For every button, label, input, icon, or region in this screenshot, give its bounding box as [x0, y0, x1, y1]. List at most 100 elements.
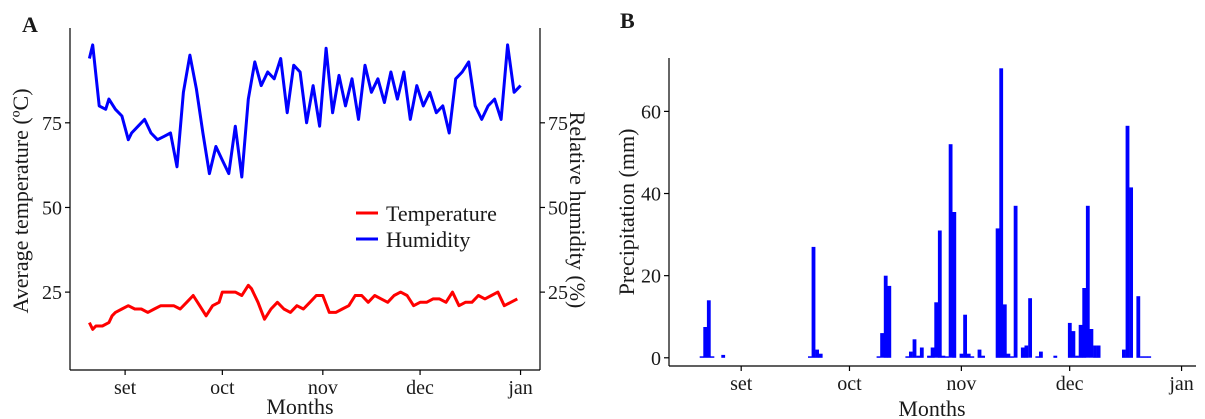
precip-bar	[1078, 324, 1083, 358]
legend-humidity-label: Humidity	[386, 227, 470, 252]
precip-bar	[981, 355, 986, 358]
panel-b-y-label: Precipitation (mm)	[614, 129, 639, 296]
precip-bar	[1071, 331, 1076, 358]
series-line-temperature	[88, 283, 518, 331]
panel-a-x-ticks: set oct nov dec jan	[114, 370, 533, 399]
precip-bar	[995, 228, 1000, 358]
precip-bar	[1093, 345, 1097, 358]
panel-a-y-ticks: 25 50 75	[42, 113, 70, 304]
panel-b-bars	[699, 68, 1152, 358]
precip-bar	[1002, 304, 1007, 358]
x-tick-label: oct	[210, 377, 235, 399]
precip-bar	[876, 356, 881, 358]
y2-tick-label: 50	[548, 197, 568, 219]
precip-bar	[945, 356, 949, 358]
panel-b-x-ticks: set oct nov dec jan	[730, 366, 1194, 395]
precip-bar	[1089, 329, 1094, 358]
precip-bar	[1129, 187, 1134, 358]
precip-bar	[1024, 345, 1029, 358]
precip-bar	[1075, 355, 1079, 358]
panel-b-label: B	[620, 8, 635, 33]
panel-a: A 25 50 75 25 50 75 set oct nov dec jan Months A…	[8, 12, 590, 419]
precip-bar	[1053, 355, 1058, 358]
precip-bar	[952, 212, 957, 358]
precip-bar	[1096, 345, 1101, 358]
precip-bar	[1085, 205, 1090, 358]
legend-temperature-label: Temperature	[386, 201, 497, 226]
precip-bar	[887, 285, 892, 358]
precip-bar	[977, 349, 982, 358]
x-tick-label: nov	[308, 377, 338, 399]
x-tick-label: set	[730, 373, 753, 395]
precip-bar	[721, 354, 726, 358]
precip-bar	[966, 353, 971, 358]
precip-bar	[1039, 351, 1043, 358]
panel-a-y-label: Average temperature (ºC)	[8, 88, 33, 313]
precip-bar	[916, 355, 921, 358]
precip-bar	[815, 349, 820, 358]
precip-bar	[811, 246, 816, 358]
precip-bar	[880, 333, 885, 358]
precip-bar	[934, 302, 939, 358]
y-tick-label: 25	[42, 282, 62, 304]
precip-bar	[706, 300, 711, 358]
precip-bar	[959, 353, 964, 358]
y-tick-label: 0	[651, 348, 661, 370]
precip-bar	[699, 356, 704, 358]
precip-bar	[963, 314, 968, 358]
precip-bar	[1125, 125, 1130, 358]
precip-bar	[1013, 205, 1018, 358]
panel-a-series	[87, 43, 522, 331]
y-tick-label: 75	[42, 113, 62, 135]
panel-b-x-label: Months	[898, 396, 965, 419]
y2-tick-label: 75	[548, 113, 568, 135]
precip-bar	[883, 275, 888, 358]
precip-bar	[905, 356, 910, 358]
precip-bar	[1082, 288, 1087, 358]
precip-bar	[909, 351, 913, 358]
y-tick-label: 50	[42, 197, 62, 219]
x-tick-label: dec	[406, 377, 434, 399]
panel-a-legend: Temperature Humidity	[356, 201, 497, 252]
x-tick-label: jan	[1168, 373, 1193, 395]
series-line-humidity	[87, 43, 522, 179]
precip-bar	[1136, 296, 1141, 358]
x-tick-label: nov	[946, 373, 976, 395]
y-tick-label: 60	[641, 101, 661, 123]
precip-bar	[970, 356, 975, 358]
precip-bar	[1140, 356, 1144, 358]
panel-a-label: A	[22, 12, 38, 37]
precip-bar	[818, 353, 823, 358]
precip-bar	[808, 356, 812, 358]
precip-bar	[710, 356, 715, 358]
panel-b-y-ticks: 0 20 40 60	[641, 101, 669, 370]
precip-bar	[927, 355, 931, 358]
panel-a-y2-ticks: 25 50 75	[540, 113, 568, 304]
precip-bar	[703, 327, 708, 358]
precip-bar	[1143, 356, 1148, 358]
panel-b: B 0 20 40 60 set oct nov dec jan Months Precipi…	[614, 8, 1196, 419]
precip-bar	[1028, 298, 1033, 358]
precip-bar	[1020, 347, 1025, 358]
precip-bar	[1147, 356, 1152, 358]
x-tick-label: jan	[507, 377, 532, 399]
panel-a-y2-label: Relative humidity (%)	[565, 112, 590, 309]
y2-tick-label: 25	[548, 282, 568, 304]
y-tick-label: 40	[641, 184, 661, 206]
precip-bar	[1122, 349, 1126, 358]
precip-bar	[919, 347, 924, 358]
precip-bar	[1006, 353, 1011, 358]
precip-bar	[1067, 322, 1072, 358]
precip-bar	[1010, 356, 1014, 358]
y-tick-label: 20	[641, 266, 661, 288]
precip-bar	[937, 230, 942, 358]
x-tick-label: oct	[837, 373, 862, 395]
panel-a-x-label: Months	[266, 394, 333, 419]
x-tick-label: set	[114, 377, 137, 399]
precip-bar	[912, 339, 917, 358]
precip-bar	[930, 347, 935, 358]
precip-bar	[1035, 356, 1040, 358]
precip-bar	[941, 355, 946, 358]
precip-bar	[948, 144, 953, 358]
